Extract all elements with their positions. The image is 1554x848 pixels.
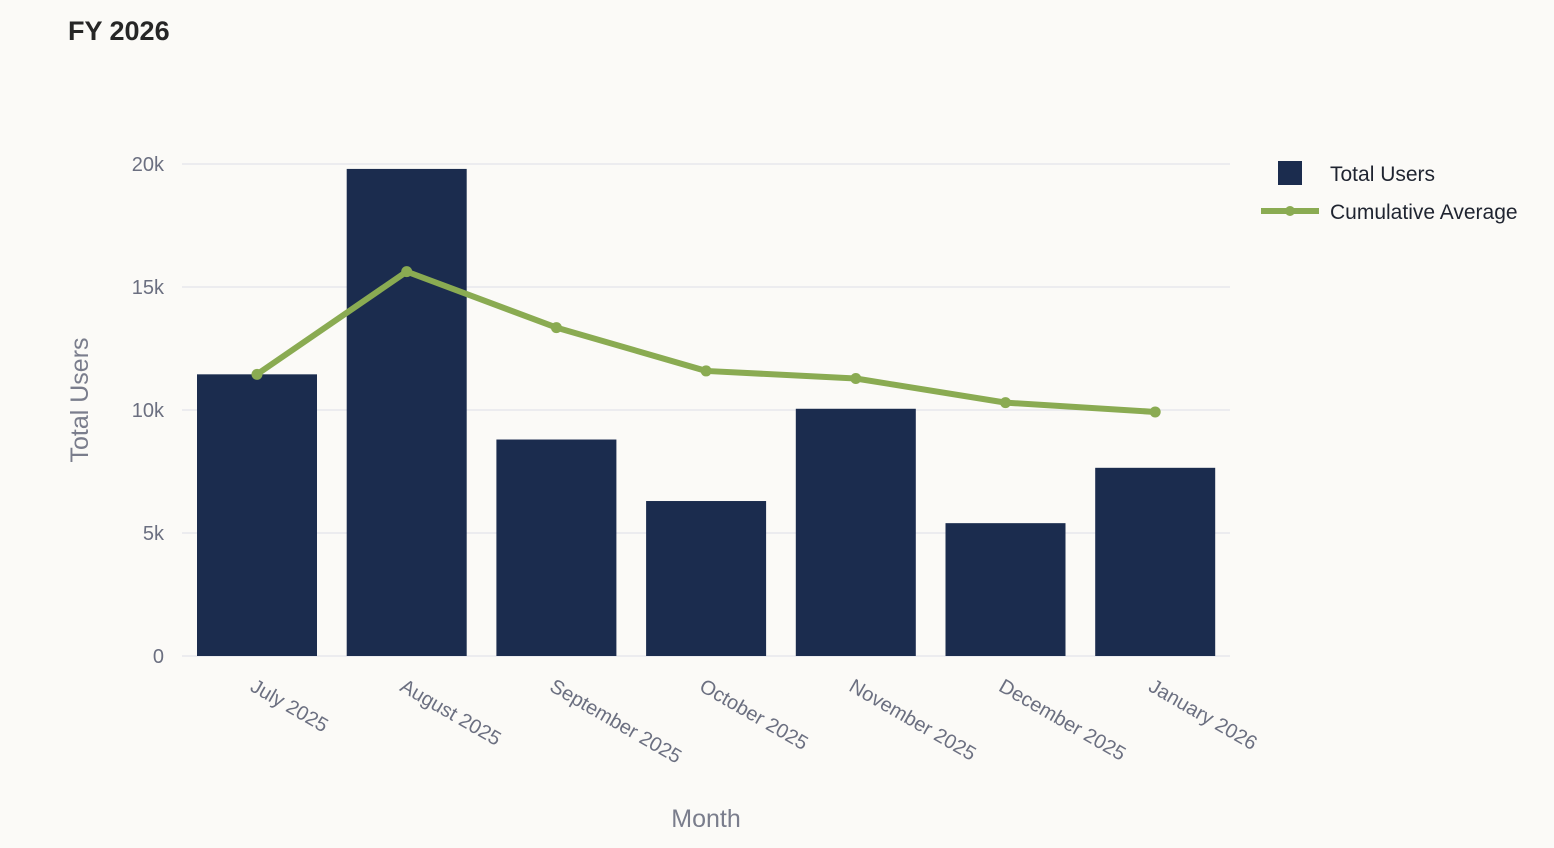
bar: [795, 408, 916, 656]
line-series: [251, 266, 1161, 418]
line-point: [850, 373, 862, 385]
line-point: [251, 368, 263, 380]
legend-label-total-users: Total Users: [1330, 163, 1435, 186]
y-axis-ticks: 0 5k 10k 15k 20k: [132, 154, 165, 668]
line-point: [550, 322, 562, 334]
y-tick-label: 10k: [132, 400, 165, 422]
bar: [197, 374, 317, 656]
legend-label-cumulative-average: Cumulative Average: [1330, 201, 1518, 224]
y-tick-label: 15k: [132, 277, 165, 299]
y-tick-label: 5k: [143, 523, 165, 545]
bar: [496, 439, 617, 656]
legend-swatch-total-users: [1278, 161, 1302, 185]
bar: [945, 523, 1066, 656]
page-title: FY 2026: [68, 16, 170, 46]
x-tick-label: July 2025: [247, 675, 332, 737]
line-point: [401, 266, 413, 278]
x-tick-label: December 2025: [995, 675, 1129, 765]
legend-swatch-cumulative-average-marker: [1285, 206, 1295, 216]
y-tick-label: 0: [153, 646, 164, 668]
x-axis-ticks: July 2025 August 2025 September 2025 Octobe…: [247, 675, 1261, 768]
x-tick-label: November 2025: [845, 675, 979, 765]
bar: [346, 168, 467, 657]
bar: [1095, 467, 1216, 656]
x-tick-label: January 2026: [1145, 675, 1261, 755]
bar: [646, 501, 767, 656]
y-axis-title: Total Users: [66, 337, 94, 462]
y-tick-label: 20k: [132, 154, 165, 176]
x-axis-title: Month: [671, 805, 740, 833]
legend: Total Users Cumulative Average: [1261, 161, 1518, 224]
bar-series: [197, 168, 1216, 657]
x-tick-label: September 2025: [546, 675, 685, 768]
line-point: [700, 365, 712, 377]
line-point: [1000, 397, 1011, 409]
x-tick-label: October 2025: [696, 675, 812, 755]
x-tick-label: August 2025: [396, 675, 504, 750]
line-point: [1149, 406, 1161, 418]
